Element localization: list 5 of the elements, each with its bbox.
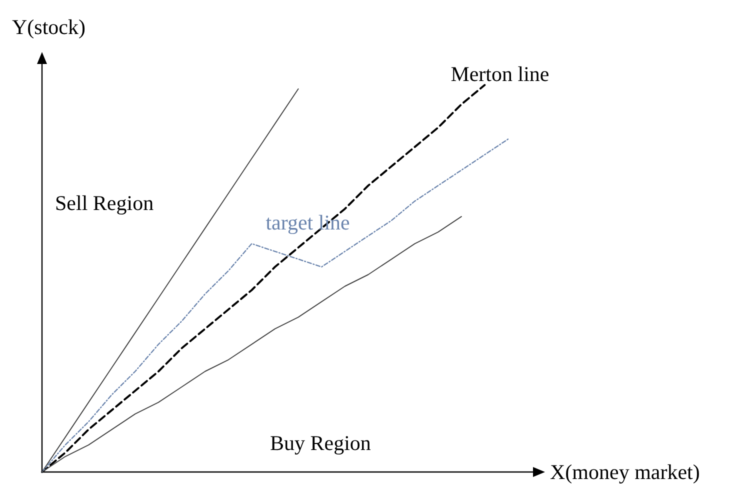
x-axis-title: X(money market): [550, 460, 700, 484]
series-label: Merton line: [450, 62, 550, 86]
annotation: Buy Region: [270, 431, 372, 455]
annotation: Sell Region: [55, 191, 154, 215]
y-axis-title: Y(stock): [12, 15, 86, 39]
